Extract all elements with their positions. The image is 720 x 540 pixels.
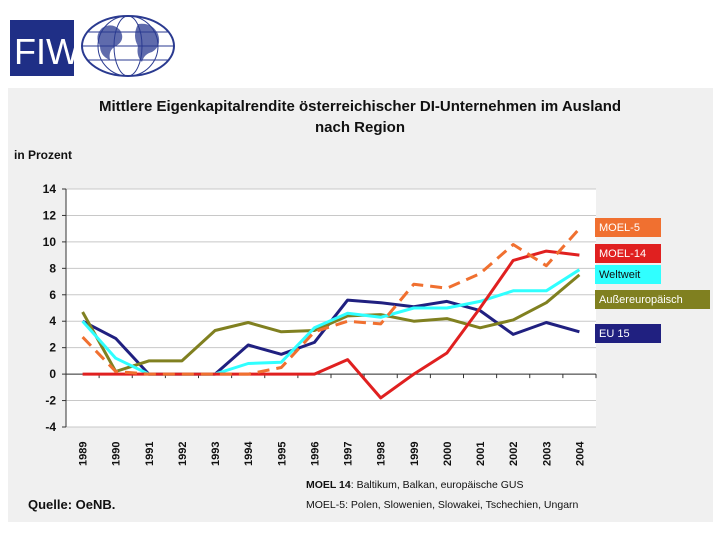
y-tick-label: -4 (45, 420, 56, 434)
x-tick-label: 1990 (111, 442, 123, 466)
plot-area (66, 189, 596, 427)
y-tick-label: 8 (49, 261, 56, 275)
legend-item-eu15: EU 15 (595, 324, 661, 343)
y-tick-label: 10 (43, 235, 57, 249)
legend-item-moel14: MOEL-14 (595, 244, 661, 263)
x-tick-label: 1997 (343, 442, 355, 466)
x-tick-label: 1994 (243, 441, 255, 466)
note-moel14-bold: MOEL 14 (306, 479, 351, 491)
note-moel14: MOEL 14: Baltikum, Balkan, europäische G… (306, 479, 524, 491)
x-tick-label: 1993 (210, 442, 222, 466)
x-tick-label: 1999 (409, 442, 421, 466)
series-line-moel-5 (81, 227, 581, 376)
x-tick-label: 1991 (144, 442, 156, 466)
y-tick-label: 6 (49, 288, 56, 302)
x-tick-label: 2003 (541, 442, 553, 466)
x-tick-label: 1995 (276, 442, 288, 466)
series-line-au-ereurop-isch (81, 273, 581, 373)
note-moel5: MOEL-5: Polen, Slowenien, Slowakei, Tsch… (306, 499, 579, 511)
x-tick-label: 2000 (442, 442, 454, 466)
note-moel14-text: : Baltikum, Balkan, europäische GUS (350, 479, 524, 491)
x-tick-label: 2001 (475, 442, 487, 466)
x-tick-label: 1989 (78, 442, 90, 466)
y-tick-label: 14 (43, 182, 57, 196)
legend-item-moel5: MOEL-5 (595, 218, 661, 237)
x-tick-label: 1998 (376, 442, 388, 466)
logo-text: FIW (14, 31, 80, 72)
chart-title-line2: nach Region (314, 119, 405, 136)
y-unit-label: in Prozent (14, 148, 73, 162)
fiw-logo: FIW (10, 15, 175, 77)
y-tick-label: 12 (43, 208, 57, 222)
legend-item-aussereuropaeisch: Außereuropäisch (595, 290, 710, 309)
chart-title-line1: Mittlere Eigenkapitalrendite österreichi… (98, 98, 622, 115)
globe-icon (81, 15, 175, 77)
x-tick-label: 1992 (177, 442, 189, 466)
source-label: Quelle: OeNB. (28, 497, 116, 512)
y-tick-label: -2 (45, 394, 56, 408)
legend-item-weltweit: Weltweit (595, 265, 661, 284)
x-tick-label: 2002 (508, 442, 520, 466)
y-tick-label: 0 (49, 367, 56, 381)
x-tick-label: 2004 (574, 441, 586, 466)
x-tick-label: 1996 (309, 442, 321, 466)
y-tick-label: 4 (49, 314, 56, 328)
y-tick-label: 2 (49, 341, 56, 355)
